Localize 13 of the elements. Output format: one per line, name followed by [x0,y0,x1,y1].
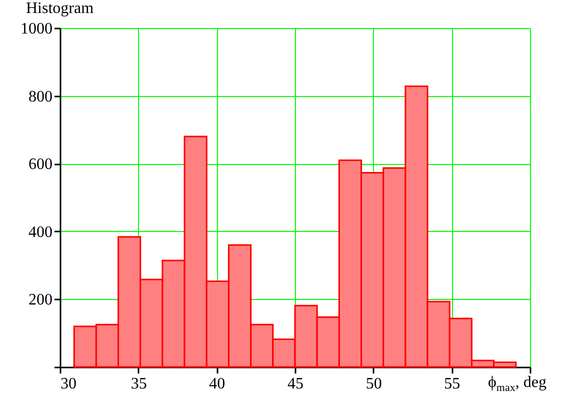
x-tick-label: 55 [444,376,460,392]
x-tick-label: 40 [209,376,226,392]
x-tick-label: 35 [130,376,147,392]
y-tick-label: 200 [28,292,52,309]
x-tick-label: 50 [366,376,382,392]
y-tick-label: 600 [28,156,52,174]
y-tick-label: 1000 [20,20,52,38]
x-tick-label: 30 [60,376,76,392]
chart-title: Histogram [26,0,94,17]
y-tick-label: 400 [28,224,52,241]
y-tick-label: 800 [28,88,52,106]
x-axis-title: ϕ$_{max}$, deg [488,374,546,394]
x-tick-label: 45 [288,376,304,392]
